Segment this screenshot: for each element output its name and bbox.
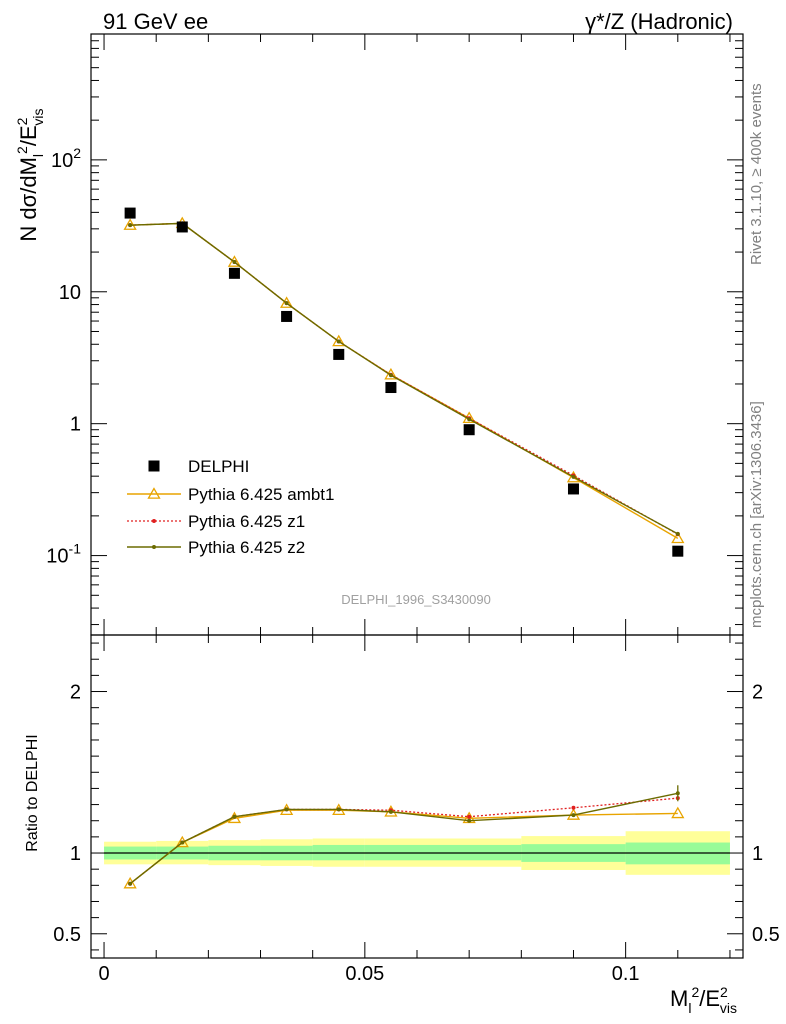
ratio-ytick-label-left-0: 0.5 xyxy=(53,924,81,946)
title-right: γ*/Z (Hadronic) xyxy=(585,9,733,34)
x-axis-title: Ml2/E2 vis xyxy=(670,984,737,1016)
x-ticklabel-2: 0.1 xyxy=(612,963,640,985)
legend: DELPHI Pythia 6.425 ambt1 Pythia 6.425 z1 P… xyxy=(127,457,334,557)
mcplots-label: mcplots.cern.ch [arXiv:1306.3436] xyxy=(748,401,765,628)
svg-text:Ml2/E2vis: Ml2/E2 vis xyxy=(670,984,737,1016)
ratio-point-z1-7 xyxy=(571,805,576,810)
main-point-data-5 xyxy=(385,382,397,394)
ratio-point-z2-7 xyxy=(571,813,576,818)
analysis-watermark: DELPHI_1996_S3430090 xyxy=(341,592,491,607)
main-point-z2-0 xyxy=(128,223,133,228)
legend-label-ambt1: Pythia 6.425 ambt1 xyxy=(188,485,334,504)
main-point-z2-2 xyxy=(232,260,237,265)
ratio-point-z2-4 xyxy=(336,807,341,812)
ratio-point-ambt1-8 xyxy=(671,806,685,819)
main-point-data-4 xyxy=(333,348,345,360)
main-ytick-label-2: 10 xyxy=(59,282,81,304)
ratio-point-z2-2 xyxy=(232,814,237,819)
main-point-ambt1-8 xyxy=(671,531,685,544)
ratio-point-ambt1-0 xyxy=(123,876,137,889)
ratio-ylabel: Ratio to DELPHI xyxy=(24,734,41,851)
main-point-ambt1-4 xyxy=(332,334,346,347)
ratio-point-z2-5 xyxy=(388,809,393,814)
main-point-data-3 xyxy=(281,310,293,322)
legend-marker-z1 xyxy=(152,519,156,523)
main-ytick-label-0: 10-1 xyxy=(46,541,81,568)
main-point-z2-6 xyxy=(467,417,472,422)
x-ticklabel-0: 0 xyxy=(98,963,109,985)
main-point-z2-5 xyxy=(388,373,393,378)
legend-label-z1: Pythia 6.425 z1 xyxy=(188,512,305,531)
main-ytick-label-3: 102 xyxy=(51,145,81,172)
ratio-point-z2-6 xyxy=(467,818,472,823)
main-point-ambt1-2 xyxy=(227,255,242,267)
legend-label-data: DELPHI xyxy=(188,457,249,476)
ratio-point-z2-3 xyxy=(284,807,289,812)
main-point-ambt1-3 xyxy=(279,296,294,308)
ratio-ytick-label-right-2: 2 xyxy=(752,682,763,704)
title-left: 91 GeV ee xyxy=(103,9,208,34)
ratio-point-z1-6 xyxy=(467,814,472,819)
ratio-ytick-label-left-2: 2 xyxy=(70,682,81,704)
legend-marker-data xyxy=(148,460,160,472)
rivet-label: Rivet 3.1.10, ≥ 400k events xyxy=(748,83,765,265)
ratio-point-z2-0 xyxy=(128,881,133,886)
ratio-ytick-label-right-0: 0.5 xyxy=(752,924,780,946)
main-point-z2-4 xyxy=(336,339,341,344)
ratio-panel: 0 0.05 0.1 0.5 0.5 1 1 2 2 xyxy=(53,634,780,985)
main-point-data-1 xyxy=(176,221,188,233)
x-ticklabel-1: 0.05 xyxy=(345,963,384,985)
ratio-ytick-label-right-1: 1 xyxy=(752,843,763,865)
main-point-data-0 xyxy=(124,207,136,219)
ratio-point-z2-1 xyxy=(180,840,185,845)
main-ytick-label-1: 1 xyxy=(70,414,81,436)
main-point-z2-8 xyxy=(675,531,680,536)
legend-marker-z2 xyxy=(152,545,156,549)
ratio-ytick-label-left-1: 1 xyxy=(70,843,81,865)
legend-marker-ambt1 xyxy=(147,487,161,499)
ratio-frame xyxy=(90,634,744,959)
main-point-data-7 xyxy=(567,483,579,495)
main-point-data-6 xyxy=(463,424,475,436)
svg-text:N dσ/dMl2/E2vis: N dσ/dMl2/E2vis xyxy=(14,108,46,241)
legend-label-z2: Pythia 6.425 z2 xyxy=(188,538,305,557)
main-panel: 10-1 1 10 102 xyxy=(46,33,744,636)
main-ylabel: N dσ/dMl2/E2vis xyxy=(14,108,46,241)
main-point-z2-3 xyxy=(284,301,289,306)
main-point-data-2 xyxy=(228,267,240,279)
main-point-data-8 xyxy=(672,545,684,557)
main-point-z2-7 xyxy=(571,474,576,479)
